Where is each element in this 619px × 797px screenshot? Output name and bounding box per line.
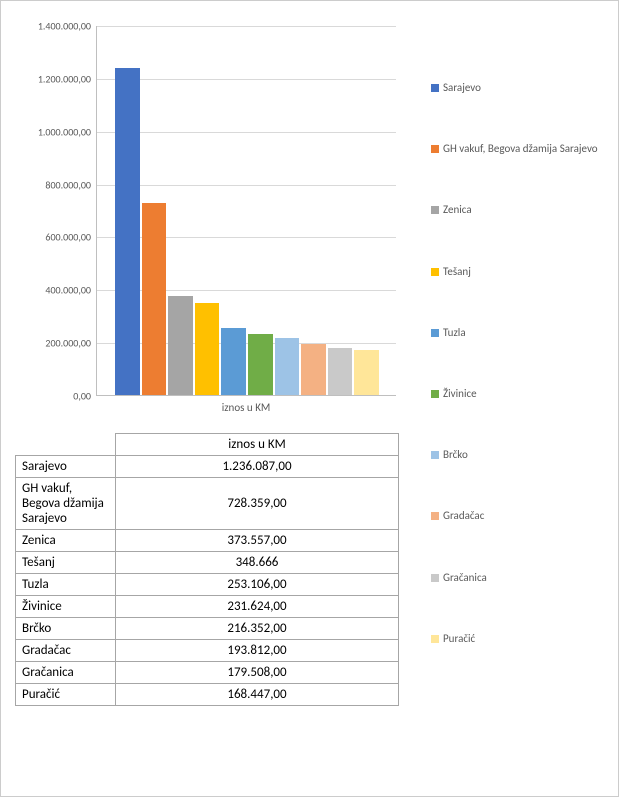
table-cell-label: Sarajevo — [16, 456, 116, 478]
table-header-value: iznos u KM — [116, 434, 399, 456]
legend-item: Gračanica — [431, 571, 611, 584]
table-cell-value: 231.624,00 — [116, 596, 399, 618]
gridline — [97, 132, 396, 133]
legend-swatch — [431, 206, 439, 214]
chart-area: iznos u KM 0,00 200.000,00 400.000,00 600.0… — [16, 26, 396, 421]
legend-item: Zenica — [431, 203, 611, 216]
table-cell-value: 373.557,00 — [116, 530, 399, 552]
table-cell-label: Tuzla — [16, 574, 116, 596]
table-cell-label: Brčko — [16, 618, 116, 640]
legend-label: GH vakuf, Begova džamija Sarajevo — [443, 142, 598, 155]
table-cell-value: 253.106,00 — [116, 574, 399, 596]
y-tick-label: 400.000,00 — [16, 284, 91, 297]
table-row: Tuzla253.106,00 — [16, 574, 399, 596]
bar — [354, 350, 379, 395]
table-cell-value: 728.359,00 — [116, 478, 399, 530]
data-table: iznos u KM Sarajevo1.236.087,00GH vakuf,… — [15, 433, 399, 706]
legend-swatch — [431, 635, 439, 643]
table-cell-value: 1.236.087,00 — [116, 456, 399, 478]
table-cell-value: 348.666 — [116, 552, 399, 574]
table-row: Sarajevo1.236.087,00 — [16, 456, 399, 478]
table-row: Zenica373.557,00 — [16, 530, 399, 552]
legend-label: Zenica — [443, 203, 472, 216]
y-tick-label: 0,00 — [16, 390, 91, 403]
y-tick-label: 600.000,00 — [16, 231, 91, 244]
legend-label: Tuzla — [443, 326, 466, 339]
table-row: Živinice231.624,00 — [16, 596, 399, 618]
legend-swatch — [431, 512, 439, 520]
table-cell-value: 168.447,00 — [116, 684, 399, 706]
legend-item: Tešanj — [431, 265, 611, 278]
table-cell-value: 216.352,00 — [116, 618, 399, 640]
legend-swatch — [431, 84, 439, 92]
table-row: Tešanj348.666 — [16, 552, 399, 574]
legend-item: Brčko — [431, 448, 611, 461]
y-tick-label: 1.000.000,00 — [16, 125, 91, 138]
legend-swatch — [431, 390, 439, 398]
y-tick-label: 800.000,00 — [16, 178, 91, 191]
legend-swatch — [431, 451, 439, 459]
bar — [195, 303, 220, 395]
plot-area — [96, 26, 396, 396]
bar — [328, 348, 353, 395]
legend-item: Puračić — [431, 632, 611, 645]
legend-item: Gradačac — [431, 509, 611, 522]
legend-swatch — [431, 574, 439, 582]
table-cell-value: 179.508,00 — [116, 662, 399, 684]
bar — [275, 338, 300, 395]
table-row: GH vakuf, Begova džamija Sarajevo728.359… — [16, 478, 399, 530]
y-tick-label: 200.000,00 — [16, 337, 91, 350]
bar — [301, 344, 326, 395]
x-axis-label: iznos u KM — [96, 401, 396, 414]
legend-label: Gračanica — [443, 571, 487, 584]
legend-label: Puračić — [443, 632, 475, 645]
table-header-row: iznos u KM — [16, 434, 399, 456]
gridline — [97, 185, 396, 186]
table-row: Gradačac193.812,00 — [16, 640, 399, 662]
table-cell-label: Gradačac — [16, 640, 116, 662]
bar — [142, 203, 167, 395]
y-tick-label: 1.200.000,00 — [16, 72, 91, 85]
legend-swatch — [431, 268, 439, 276]
table-cell-label: Tešanj — [16, 552, 116, 574]
table-header-blank — [16, 434, 116, 456]
bar — [168, 296, 193, 395]
table-row: Brčko216.352,00 — [16, 618, 399, 640]
legend-label: Brčko — [443, 448, 468, 461]
y-tick-label: 1.400.000,00 — [16, 20, 91, 33]
legend-label: Gradačac — [443, 509, 484, 522]
table-row: Puračić168.447,00 — [16, 684, 399, 706]
table-cell-label: Živinice — [16, 596, 116, 618]
bar — [248, 334, 273, 395]
legend-item: Živinice — [431, 387, 611, 400]
table-row: Gračanica179.508,00 — [16, 662, 399, 684]
legend-swatch — [431, 145, 439, 153]
bar — [115, 68, 140, 395]
bar — [221, 328, 246, 395]
legend-swatch — [431, 329, 439, 337]
legend-label: Sarajevo — [443, 81, 481, 94]
gridline — [97, 79, 396, 80]
legend-label: Živinice — [443, 387, 477, 400]
chart-container: iznos u KM 0,00 200.000,00 400.000,00 600.0… — [0, 0, 619, 797]
gridline — [97, 26, 396, 27]
legend-item: GH vakuf, Begova džamija Sarajevo — [431, 142, 611, 155]
table-cell-label: GH vakuf, Begova džamija Sarajevo — [16, 478, 116, 530]
legend-item: Tuzla — [431, 326, 611, 339]
legend-item: Sarajevo — [431, 81, 611, 94]
table-cell-label: Gračanica — [16, 662, 116, 684]
table-cell-value: 193.812,00 — [116, 640, 399, 662]
legend-label: Tešanj — [443, 265, 471, 278]
table-cell-label: Zenica — [16, 530, 116, 552]
table-cell-label: Puračić — [16, 684, 116, 706]
legend: Sarajevo GH vakuf, Begova džamija Sarajev… — [431, 81, 611, 693]
